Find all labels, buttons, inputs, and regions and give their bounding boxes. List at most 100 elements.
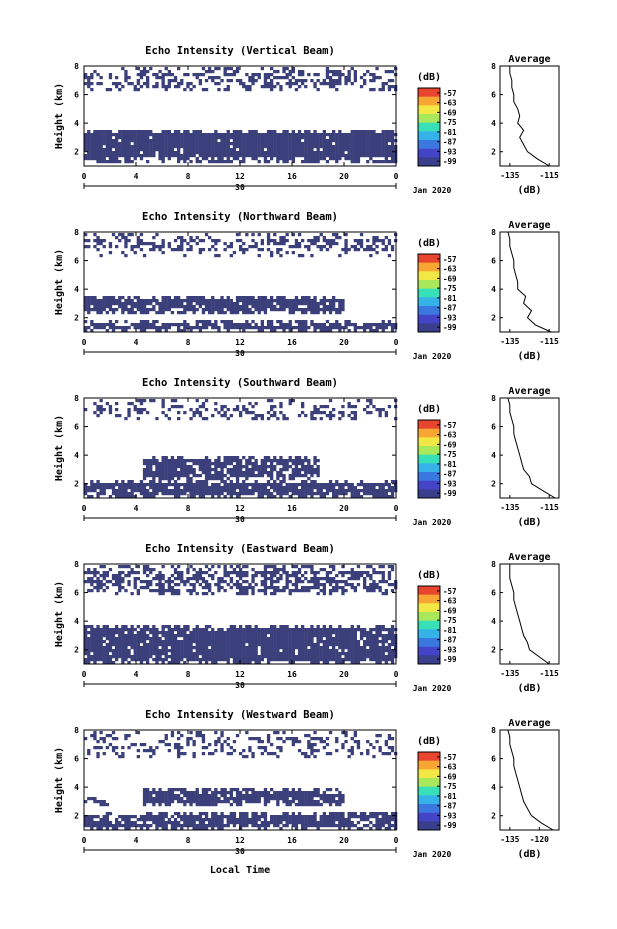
echo-cell [96, 486, 100, 490]
echo-cell [307, 628, 311, 632]
echo-cell [115, 637, 119, 641]
echo-cell [208, 160, 212, 164]
echo-cell [297, 323, 302, 327]
echo-cell [372, 79, 376, 83]
echo-cell [297, 85, 302, 89]
echo-cell [133, 637, 137, 641]
echo-cell [248, 130, 252, 134]
echo-cell [359, 574, 364, 578]
echo-cell [254, 305, 258, 309]
echo-cell [319, 299, 323, 303]
echo-cell [369, 565, 373, 569]
echo-cell [192, 411, 196, 415]
echo-cell [111, 145, 116, 149]
echo-cell [332, 649, 336, 653]
echo-cell [285, 154, 289, 158]
colorbar-tick-label: -63 [443, 431, 457, 440]
echo-cell [96, 73, 100, 77]
echo-cell [344, 589, 348, 593]
echo-cell [183, 142, 187, 146]
echo-cell [375, 236, 379, 240]
echo-cell [273, 468, 277, 472]
echo-cell [319, 495, 323, 499]
echo-cell [142, 646, 147, 650]
echo-cell [279, 658, 283, 662]
echo-cell [248, 640, 252, 644]
echo-cell [353, 70, 357, 74]
echo-cell [270, 151, 274, 155]
echo-cell [285, 76, 289, 80]
echo-cell [288, 136, 292, 140]
echo-cell [130, 160, 134, 164]
echo-cell [152, 489, 156, 493]
echo-cell [108, 305, 113, 309]
echo-cell [183, 239, 187, 243]
echo-cell [378, 649, 382, 653]
echo-cell [204, 628, 209, 632]
echo-cell [257, 154, 261, 158]
echo-cell [211, 299, 215, 303]
echo-cell [84, 486, 88, 490]
echo-cell [173, 483, 178, 487]
echo-cell [180, 302, 184, 306]
echo-cell [177, 302, 181, 306]
echo-cell [359, 495, 364, 499]
echo-cell [180, 248, 184, 252]
echo-cell [223, 658, 227, 662]
echo-cell [254, 634, 258, 638]
echo-cell [245, 655, 249, 659]
echo-cell [353, 486, 357, 490]
echo-cell [245, 625, 249, 629]
x-tick-label: 8 [186, 504, 191, 513]
echo-cell [347, 583, 351, 587]
echo-cell [251, 637, 255, 641]
echo-cell [186, 589, 190, 593]
echo-cell [204, 154, 209, 158]
echo-cell [152, 139, 156, 143]
echo-cell [279, 471, 283, 475]
echo-cell [332, 628, 336, 632]
echo-cell [313, 408, 317, 412]
echo-cell [239, 465, 243, 469]
echo-cell [328, 643, 333, 647]
echo-cell [319, 492, 323, 496]
echo-cell [325, 637, 330, 641]
echo-cell [288, 399, 292, 403]
echo-cell [366, 130, 370, 134]
echo-cell [96, 133, 100, 137]
echo-cell [170, 661, 175, 665]
echo-cell [263, 157, 268, 161]
echo-cell [282, 571, 286, 575]
echo-cell [198, 139, 202, 143]
echo-cell [102, 245, 106, 249]
echo-cell [353, 489, 357, 493]
echo-cell [99, 646, 103, 650]
echo-cell [223, 580, 227, 584]
echo-cell [223, 652, 227, 656]
echo-cell [217, 160, 221, 164]
echo-cell [310, 489, 314, 493]
echo-cell [152, 649, 156, 653]
y-tick-label: 8 [74, 394, 79, 403]
echo-cell [369, 130, 373, 134]
echo-cell [353, 411, 357, 415]
echo-cell [328, 640, 333, 644]
echo-cell [338, 628, 342, 632]
echo-cell [130, 248, 134, 252]
echo-cell [170, 471, 175, 475]
echo-cell [214, 462, 218, 466]
echo-cell [108, 661, 113, 665]
echo-cell [294, 308, 299, 312]
echo-cell [338, 302, 342, 306]
echo-cell [332, 586, 336, 590]
echo-cell [347, 79, 351, 83]
colorbar-segment [418, 428, 440, 438]
echo-cell [335, 492, 339, 496]
echo-cell [313, 329, 317, 333]
echo-cell [198, 136, 202, 140]
echo-cell [90, 640, 94, 644]
echo-cell [316, 79, 320, 83]
echo-cell [229, 245, 233, 249]
echo-cell [375, 151, 379, 155]
echo-cell [158, 302, 162, 306]
